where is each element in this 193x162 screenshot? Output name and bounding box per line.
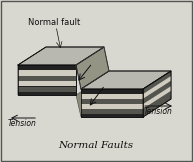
Polygon shape (18, 65, 76, 95)
Polygon shape (18, 76, 76, 81)
Polygon shape (81, 104, 143, 109)
Polygon shape (143, 81, 171, 104)
Polygon shape (143, 91, 171, 114)
Polygon shape (81, 109, 143, 114)
Polygon shape (143, 76, 171, 99)
Text: Tension: Tension (144, 107, 172, 116)
Polygon shape (81, 71, 171, 89)
Polygon shape (76, 77, 109, 117)
Text: Normal Faults: Normal Faults (58, 141, 134, 150)
Text: Tension: Tension (8, 119, 36, 128)
Text: Normal fault: Normal fault (28, 18, 80, 27)
Polygon shape (143, 86, 171, 109)
Polygon shape (18, 47, 104, 65)
Polygon shape (18, 81, 76, 86)
Polygon shape (18, 70, 76, 75)
Polygon shape (81, 99, 143, 104)
Polygon shape (18, 87, 76, 92)
Polygon shape (81, 94, 143, 99)
Polygon shape (18, 47, 46, 95)
Polygon shape (81, 89, 143, 117)
Polygon shape (143, 71, 171, 117)
Polygon shape (76, 47, 109, 89)
